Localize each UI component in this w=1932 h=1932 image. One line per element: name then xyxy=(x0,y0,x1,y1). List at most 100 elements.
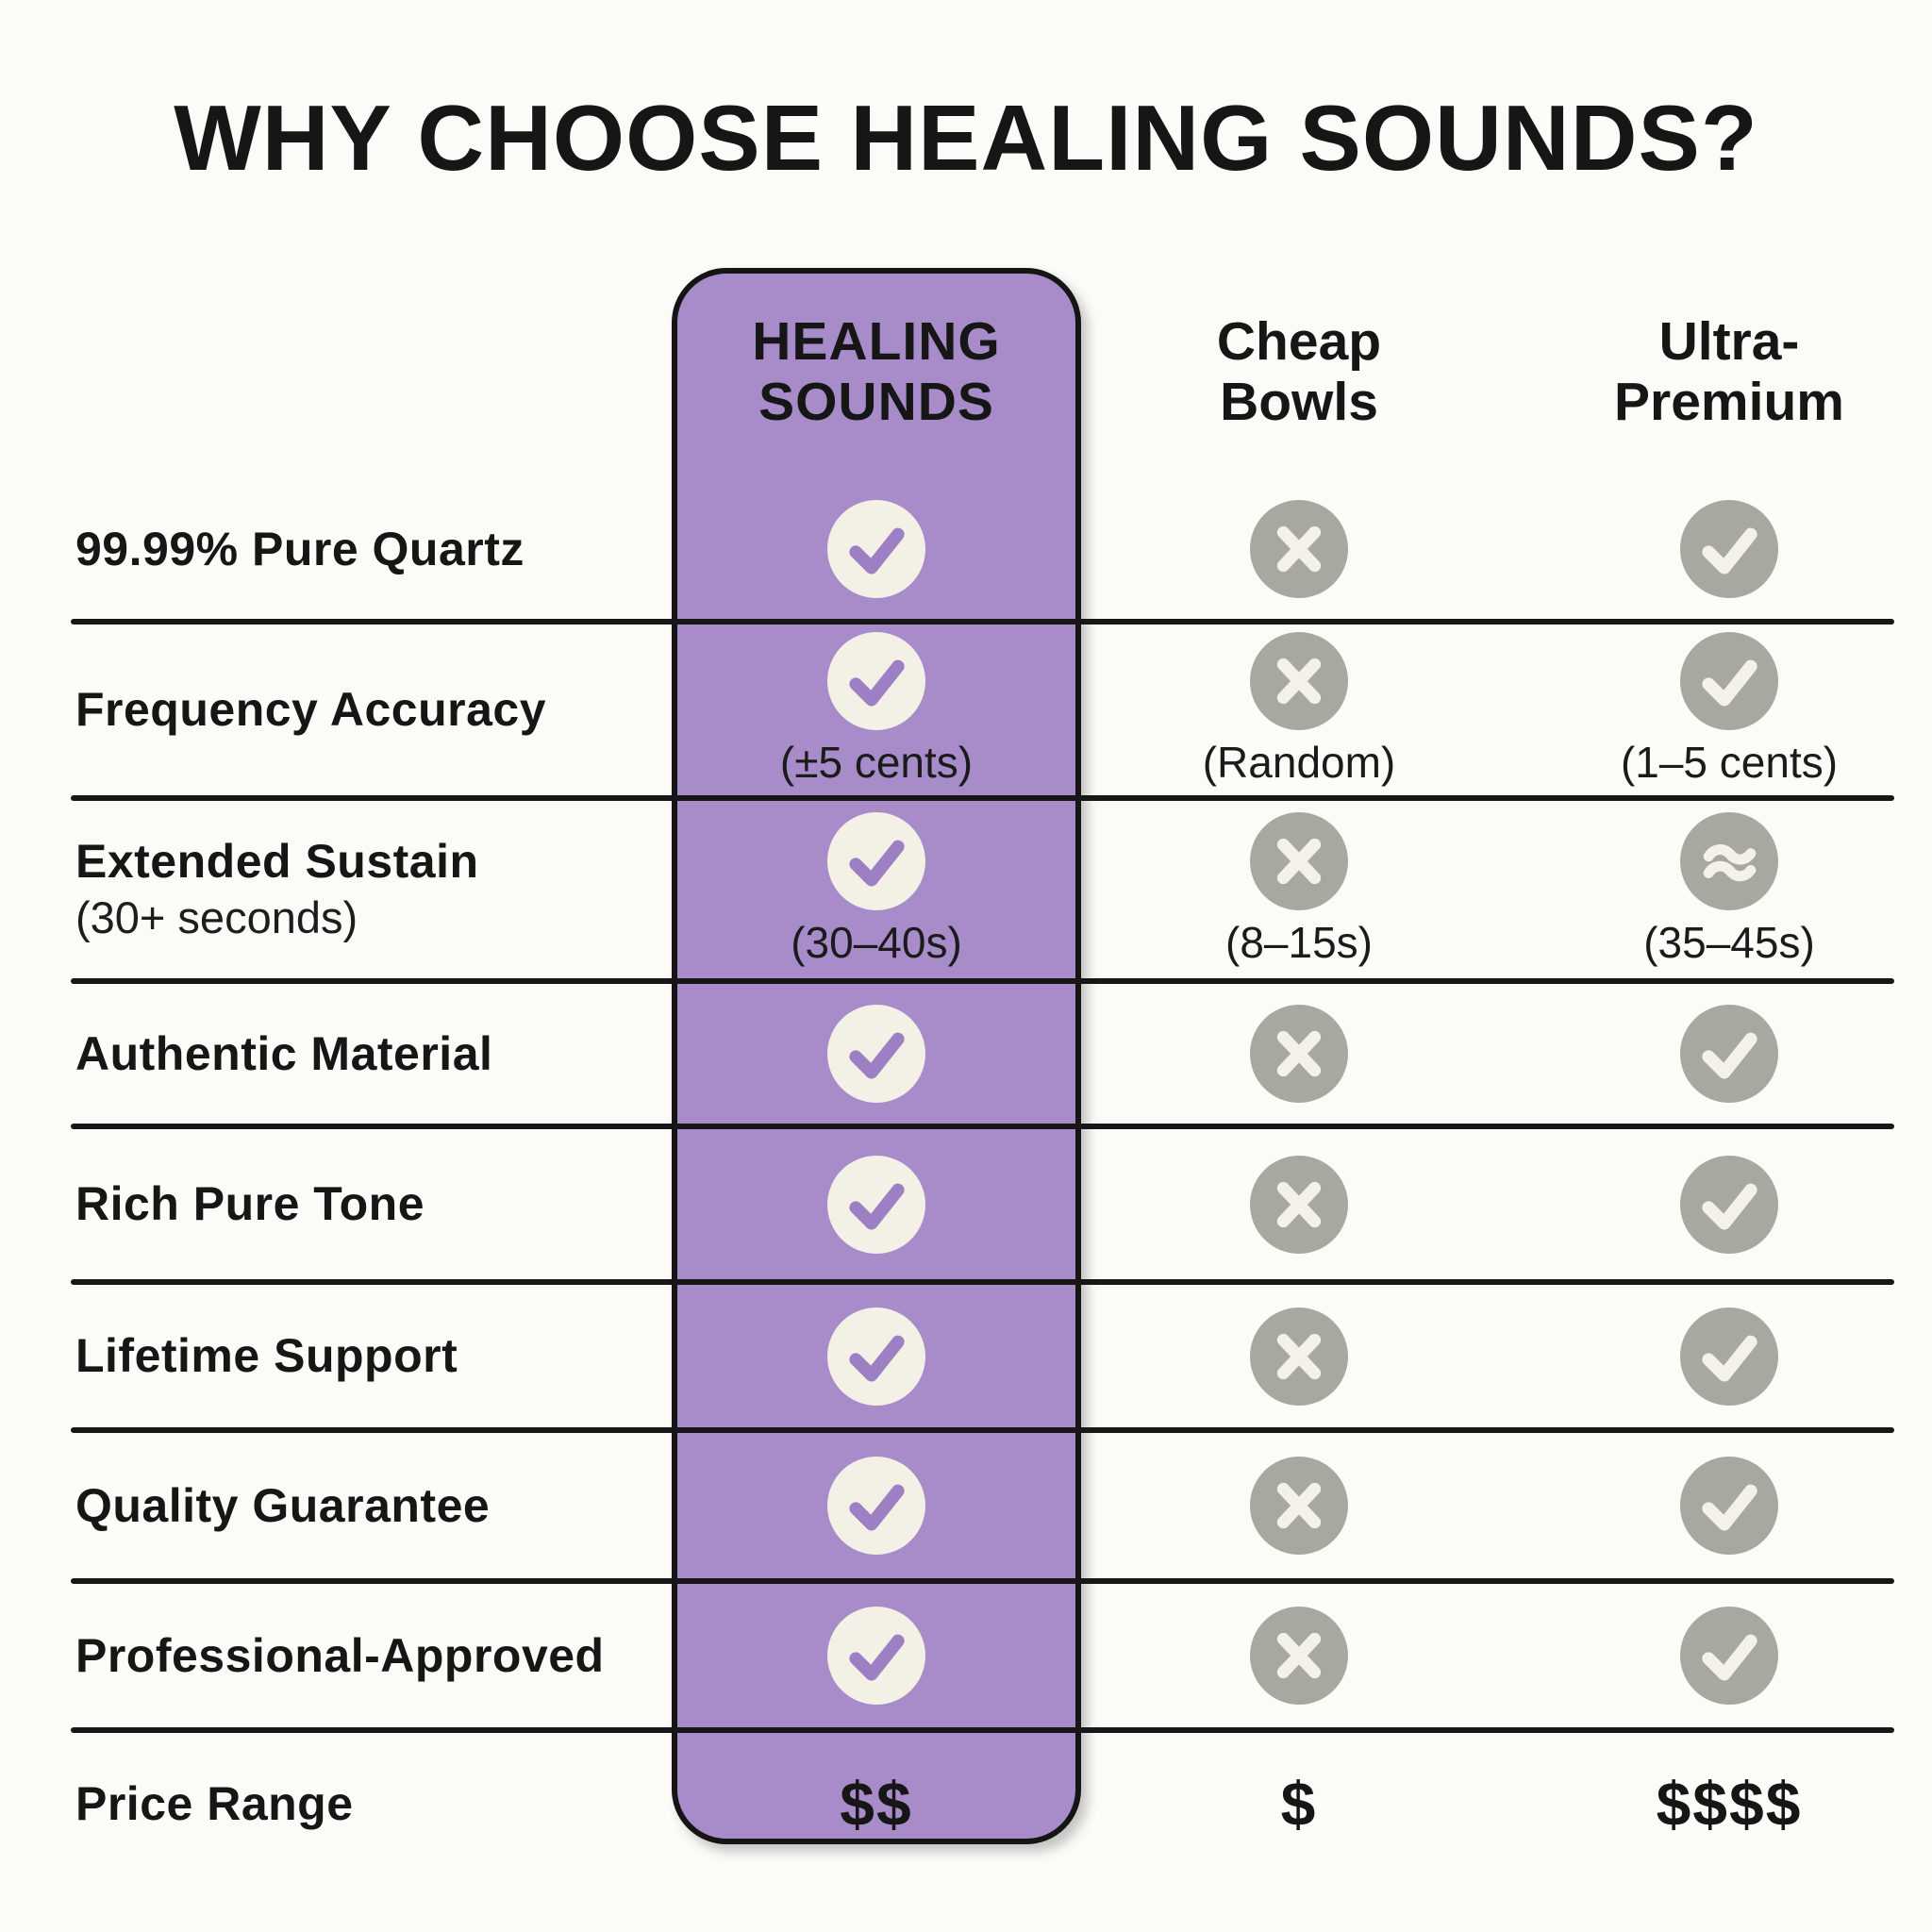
cell-healing-sounds: (30–40s) xyxy=(672,798,1081,981)
table-row: Frequency Accuracy (±5 cents) (Random) (1–5… xyxy=(0,622,1932,798)
cell-cheap-bowls xyxy=(1094,1581,1504,1730)
column-header-healing-sounds: HEALING SOUNDS xyxy=(672,283,1081,462)
cell-healing-sounds xyxy=(672,1126,1081,1282)
cell-ultra-premium: $$$$ xyxy=(1524,1730,1932,1877)
row-divider-line xyxy=(71,795,1894,801)
cell-cheap-bowls xyxy=(1094,981,1504,1126)
approx-icon xyxy=(1680,811,1778,910)
check-icon xyxy=(827,500,925,598)
row-label: Authentic Material xyxy=(75,981,660,1126)
column-header-label: Cheap Bowls xyxy=(1216,311,1382,432)
feature-name: 99.99% Pure Quartz xyxy=(75,522,525,575)
table-row: Lifetime Support xyxy=(0,1282,1932,1430)
feature-name: Lifetime Support xyxy=(75,1329,458,1382)
price-value: $$ xyxy=(840,1769,913,1839)
check-icon xyxy=(1680,500,1778,598)
cell-cheap-bowls: (Random) xyxy=(1094,622,1504,798)
row-label: Price Range xyxy=(75,1730,660,1877)
row-label: Rich Pure Tone xyxy=(75,1126,660,1282)
feature-name: Rich Pure Tone xyxy=(75,1177,425,1230)
check-icon xyxy=(1680,1457,1778,1555)
cell-healing-sounds xyxy=(672,1581,1081,1730)
column-header-ultra-premium: Ultra-Premium xyxy=(1524,283,1932,462)
row-label: Quality Guarantee xyxy=(75,1430,660,1581)
cell-note: (1–5 cents) xyxy=(1620,738,1839,787)
cell-ultra-premium xyxy=(1524,1126,1932,1282)
cell-healing-sounds: $$ xyxy=(672,1730,1081,1877)
row-label: Frequency Accuracy xyxy=(75,622,660,798)
feature-name: Price Range xyxy=(75,1776,354,1830)
cell-note: (8–15s) xyxy=(1225,917,1373,967)
cell-ultra-premium xyxy=(1524,981,1932,1126)
check-icon xyxy=(827,1457,925,1555)
page-title: WHY CHOOSE HEALING SOUNDS? xyxy=(174,86,1758,190)
row-divider-line xyxy=(71,1427,1894,1433)
cross-icon xyxy=(1250,500,1348,598)
cell-ultra-premium xyxy=(1524,1581,1932,1730)
check-icon xyxy=(1680,1607,1778,1705)
check-icon xyxy=(1680,1155,1778,1254)
cell-note: (Random) xyxy=(1202,738,1396,787)
table-row: Authentic Material xyxy=(0,981,1932,1126)
row-label: 99.99% Pure Quartz xyxy=(75,476,660,622)
cell-cheap-bowls: $ xyxy=(1094,1730,1504,1877)
table-row: Professional-Approved xyxy=(0,1581,1932,1730)
cross-icon xyxy=(1250,1155,1348,1254)
cell-cheap-bowls xyxy=(1094,1282,1504,1430)
cell-healing-sounds: (±5 cents) xyxy=(672,622,1081,798)
cell-cheap-bowls xyxy=(1094,1430,1504,1581)
column-header-cheap-bowls: Cheap Bowls xyxy=(1094,283,1504,462)
table-row: 99.99% Pure Quartz xyxy=(0,476,1932,622)
price-value: $ xyxy=(1280,1769,1318,1839)
check-icon xyxy=(1680,1005,1778,1103)
cross-icon xyxy=(1250,1307,1348,1406)
table-row: Rich Pure Tone xyxy=(0,1126,1932,1282)
cell-healing-sounds xyxy=(672,476,1081,622)
cell-cheap-bowls: (8–15s) xyxy=(1094,798,1504,981)
cell-cheap-bowls xyxy=(1094,476,1504,622)
feature-name: Authentic Material xyxy=(75,1026,493,1080)
cell-ultra-premium: (1–5 cents) xyxy=(1524,622,1932,798)
row-label: Lifetime Support xyxy=(75,1282,660,1430)
price-value: $$$$ xyxy=(1656,1769,1803,1839)
check-icon xyxy=(1680,1307,1778,1406)
cell-ultra-premium xyxy=(1524,1282,1932,1430)
table-row: Quality Guarantee xyxy=(0,1430,1932,1581)
table-row: Extended Sustain (30+ seconds) (30–40s) (8–… xyxy=(0,798,1932,981)
cross-icon xyxy=(1250,1607,1348,1705)
cell-ultra-premium xyxy=(1524,1430,1932,1581)
cross-icon xyxy=(1250,1005,1348,1103)
check-icon xyxy=(827,632,925,730)
cross-icon xyxy=(1250,811,1348,910)
feature-subtext: (30+ seconds) xyxy=(75,892,358,943)
row-divider-line xyxy=(71,1727,1894,1733)
check-icon xyxy=(827,1005,925,1103)
row-label: Professional-Approved xyxy=(75,1581,660,1730)
check-icon xyxy=(827,1607,925,1705)
cell-healing-sounds xyxy=(672,1430,1081,1581)
cell-healing-sounds xyxy=(672,1282,1081,1430)
check-icon xyxy=(827,811,925,910)
cell-note: (±5 cents) xyxy=(779,738,974,787)
table-row: Price Range $$ $ $$$$ xyxy=(0,1730,1932,1877)
row-divider-line xyxy=(71,978,1894,984)
cell-cheap-bowls xyxy=(1094,1126,1504,1282)
row-divider-line xyxy=(71,1279,1894,1285)
check-icon xyxy=(827,1155,925,1254)
row-label: Extended Sustain (30+ seconds) xyxy=(75,798,660,981)
row-divider-line xyxy=(71,619,1894,625)
cross-icon xyxy=(1250,1457,1348,1555)
row-divider-line xyxy=(71,1124,1894,1129)
feature-name: Frequency Accuracy xyxy=(75,683,547,736)
column-header-label: HEALING SOUNDS xyxy=(752,311,1001,432)
cell-note: (30–40s) xyxy=(791,917,962,967)
feature-name: Quality Guarantee xyxy=(75,1478,491,1532)
check-icon xyxy=(1680,632,1778,730)
cell-healing-sounds xyxy=(672,981,1081,1126)
feature-name: Extended Sustain xyxy=(75,835,479,889)
row-divider-line xyxy=(71,1578,1894,1584)
cell-ultra-premium xyxy=(1524,476,1932,622)
column-header-label: Ultra-Premium xyxy=(1614,311,1844,432)
check-icon xyxy=(827,1307,925,1406)
